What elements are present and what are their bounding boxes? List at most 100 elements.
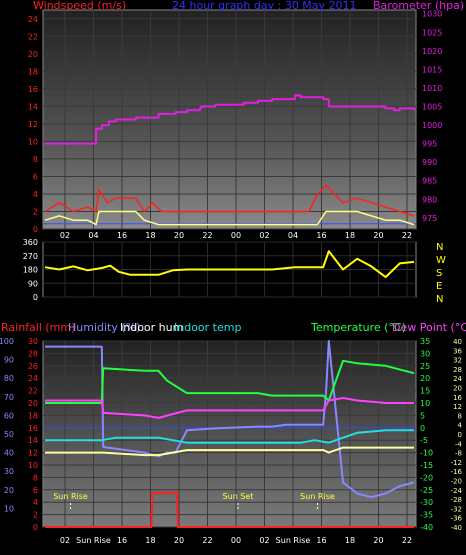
- dewpoint-tick-label: 40: [453, 338, 462, 346]
- x-tick-label: 00: [231, 536, 241, 545]
- barometer-tick-label: 990: [422, 158, 437, 167]
- x-tick-label: 20: [373, 231, 383, 240]
- barometer-tick-label: 1000: [422, 121, 442, 130]
- dewpoint-tick-label: 24: [453, 375, 462, 383]
- humidity-tick-label: 80: [4, 374, 14, 383]
- x-tick-label: 18: [145, 536, 155, 545]
- x-tick-label: 18: [345, 536, 355, 545]
- temperature-tick-label: 5: [420, 411, 425, 420]
- temperature-tick-label: 20: [420, 374, 430, 383]
- barometer-tick-label: 995: [422, 140, 437, 149]
- barometer-tick-label: 985: [422, 177, 437, 186]
- barometer-tick-label: 1005: [422, 103, 442, 112]
- barometer-tick-label: 1025: [422, 28, 442, 37]
- windspeed-tick-label: 2: [33, 207, 38, 216]
- temperature-tick-label: -40: [420, 523, 433, 532]
- sun-label: Sun Rise: [300, 492, 335, 501]
- x-tick-label: 04: [288, 231, 298, 240]
- humidity-tick-label: 100: [0, 337, 14, 346]
- humidity-line: [45, 340, 415, 499]
- humidity-tick-label: 20: [4, 486, 14, 495]
- dewpoint-tick-label: -16: [451, 468, 463, 476]
- sun-label: Sun Rise: [53, 492, 88, 501]
- windspeed-tick-label: 12: [28, 120, 38, 129]
- x-tick-label: 20: [174, 231, 184, 240]
- x-tick-label: 22: [402, 536, 412, 545]
- x-tick-label: 04: [88, 231, 98, 240]
- direction-tick-label: 360: [23, 238, 38, 247]
- rainfall-axis-label: Rainfall (mm): [1, 321, 75, 334]
- humidity-tick-label: 90: [4, 356, 14, 365]
- dew-point-axis-label: Dew Point (°C): [392, 321, 466, 334]
- windspeed-tick-label: 24: [28, 15, 38, 24]
- windspeed-axis-label: Windspeed (m/s): [33, 0, 126, 12]
- x-tick-label: Sun Rise: [76, 536, 111, 545]
- rainfall-tick-label: 20: [28, 399, 38, 408]
- humidity-tick-label: 40: [4, 449, 14, 458]
- direction-tick-label: 90: [28, 279, 38, 288]
- temperature-tick-label: 35: [420, 337, 430, 346]
- wind-direction-line: [44, 250, 415, 279]
- x-tick-label: 16: [117, 231, 127, 240]
- barometer-tick-label: 1020: [422, 47, 442, 56]
- rainfall-tick-label: 8: [33, 473, 38, 482]
- compass-label: N: [436, 294, 443, 305]
- dewpoint-tick-label: -28: [451, 496, 462, 504]
- x-tick-label: 00: [231, 231, 241, 240]
- dewpoint-tick-label: -32: [451, 505, 462, 513]
- temperature-tick-label: 30: [420, 349, 430, 358]
- rainfall-tick-label: 2: [33, 511, 38, 520]
- x-tick-label: 16: [316, 536, 326, 545]
- dewpoint-tick-label: 16: [453, 394, 462, 402]
- dewpoint-tick-label: 28: [453, 366, 462, 374]
- temperature-tick-label: 25: [420, 362, 430, 371]
- barometer-tick-label: 1030: [422, 10, 442, 19]
- wind-average-line: [44, 210, 415, 226]
- x-tick-label: 02: [60, 231, 70, 240]
- dewpoint-tick-label: 12: [453, 403, 462, 411]
- windspeed-tick-label: 10: [28, 137, 38, 146]
- dewpoint-tick-label: -24: [451, 487, 463, 495]
- rainfall-tick-label: 4: [33, 498, 38, 507]
- humidity-tick-label: 50: [4, 430, 14, 439]
- rainfall-tick-label: 30: [28, 337, 38, 346]
- rainfall-tick-label: 16: [28, 424, 38, 433]
- compass-label: S: [436, 268, 442, 279]
- x-tick-label: 20: [174, 536, 184, 545]
- x-tick-label: 16: [316, 231, 326, 240]
- barometer-tick-label: 975: [422, 214, 437, 223]
- indoor-hum-line: [45, 397, 414, 419]
- x-tick-label: 18: [345, 231, 355, 240]
- temperature-axis-label: Temperature (°C): [310, 321, 406, 334]
- indoor-temp-line: [45, 429, 414, 444]
- windspeed-tick-label: 20: [28, 50, 38, 59]
- temperature-tick-label: -10: [420, 449, 433, 458]
- x-tick-label: 02: [259, 231, 269, 240]
- dew-point-c-line: [45, 446, 414, 457]
- compass-label: W: [436, 255, 446, 266]
- rainfall-tick-label: 22: [28, 387, 38, 396]
- x-tick-label: 18: [145, 231, 155, 240]
- dewpoint-tick-label: 32: [453, 357, 462, 365]
- temperature-tick-label: 10: [420, 399, 430, 408]
- windspeed-tick-label: 16: [28, 85, 38, 94]
- x-tick-label: 22: [402, 231, 412, 240]
- x-tick-label: 22: [202, 536, 212, 545]
- compass-label: N: [436, 242, 443, 253]
- rainfall-tick-label: 28: [28, 349, 38, 358]
- dewpoint-tick-label: -4: [455, 440, 463, 448]
- dewpoint-tick-label: -20: [451, 478, 462, 486]
- temperature-tick-label: -30: [420, 498, 433, 507]
- humidity-axis-label: Humidity (%): [68, 321, 140, 334]
- sun-label: Sun Set: [223, 492, 254, 501]
- windspeed-tick-label: 4: [33, 190, 38, 199]
- wind-gust-line: [44, 184, 415, 217]
- windspeed-tick-label: 22: [28, 32, 38, 41]
- x-tick-label: 22: [202, 231, 212, 240]
- temperature-tick-label: -5: [420, 436, 428, 445]
- humidity-tick-label: 30: [4, 467, 14, 476]
- humidity-tick-label: 10: [4, 504, 14, 513]
- windspeed-tick-label: 18: [28, 67, 38, 76]
- rainfall-tick-label: 6: [33, 486, 38, 495]
